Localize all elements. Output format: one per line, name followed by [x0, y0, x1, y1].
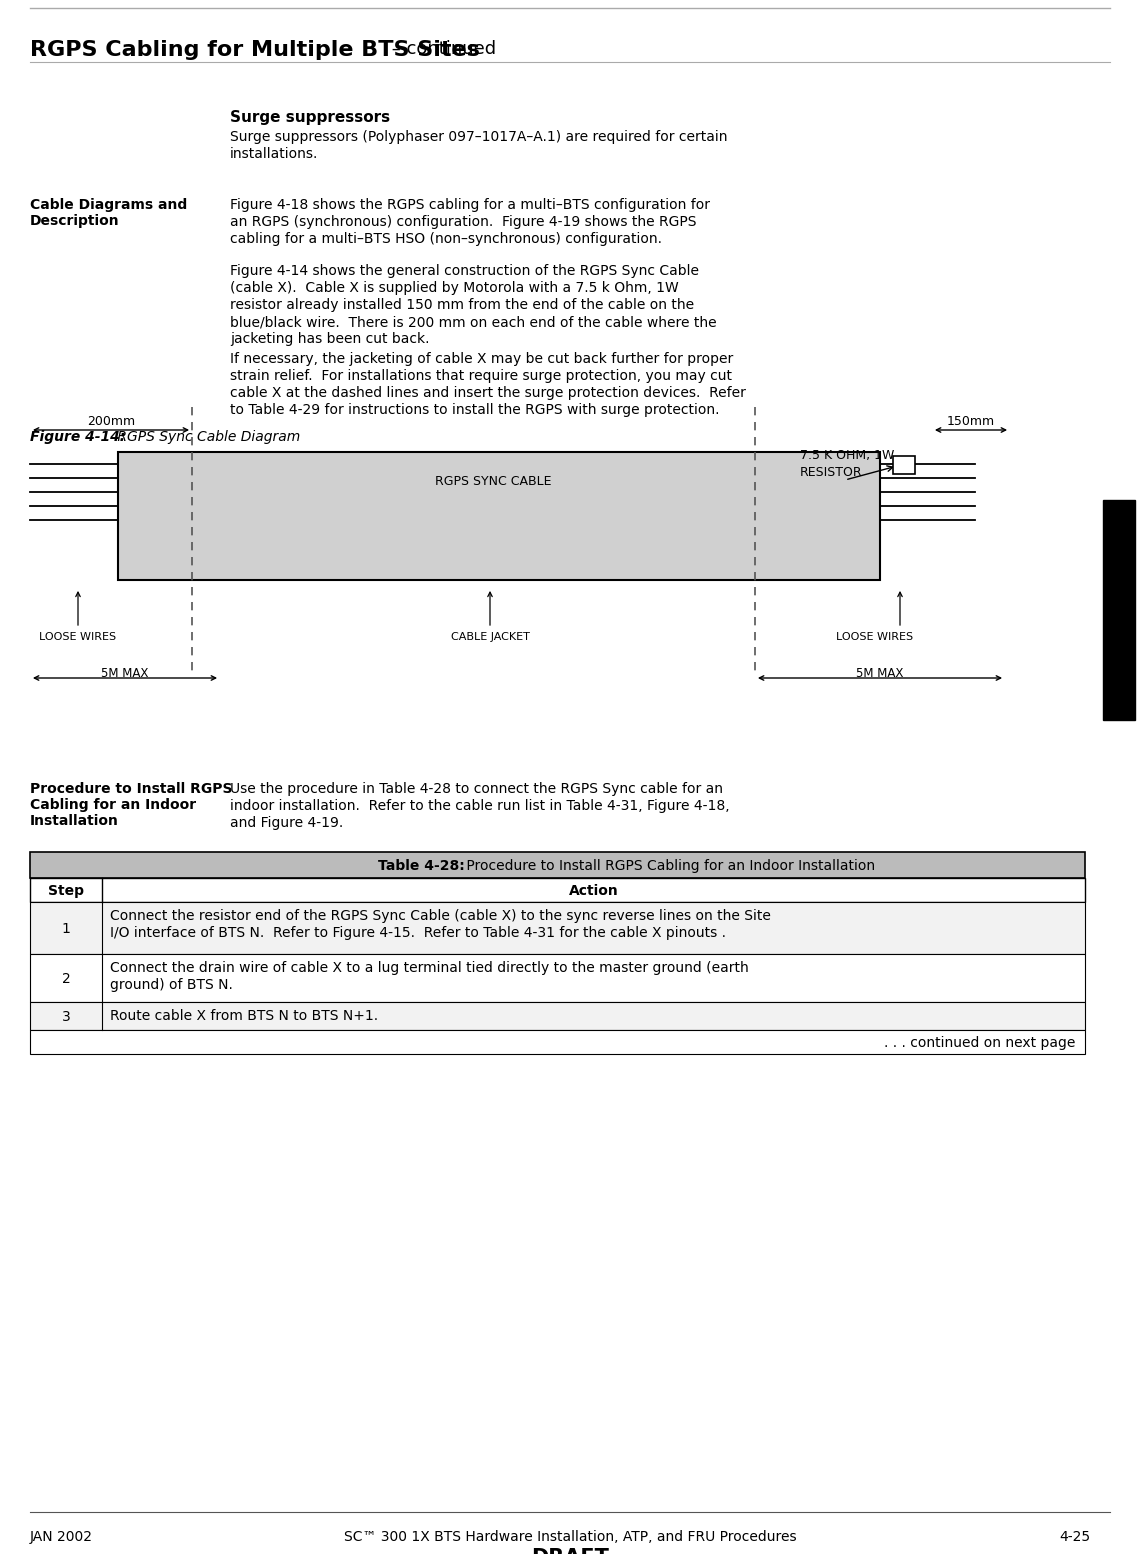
Text: Use the procedure in Table 4-28 to connect the RGPS Sync cable for an: Use the procedure in Table 4-28 to conne…	[230, 782, 723, 796]
Text: Figure 4-14:: Figure 4-14:	[30, 430, 125, 444]
Bar	[119, 452, 880, 580]
Text: RGPS SYNC CABLE: RGPS SYNC CABLE	[435, 476, 552, 488]
Text: If necessary, the jacketing of cable X may be cut back further for proper: If necessary, the jacketing of cable X m…	[230, 353, 733, 367]
Text: Table 4-28:: Table 4-28:	[377, 859, 464, 873]
Bar	[30, 878, 1085, 901]
Text: cabling for a multi–BTS HSO (non–synchronous) configuration.: cabling for a multi–BTS HSO (non–synchro…	[230, 232, 662, 246]
Text: 200mm: 200mm	[87, 415, 135, 427]
Text: cable X at the dashed lines and insert the surge protection devices.  Refer: cable X at the dashed lines and insert t…	[230, 385, 746, 399]
Text: Action: Action	[569, 884, 618, 898]
Text: 3: 3	[62, 1010, 71, 1024]
Text: Step: Step	[48, 884, 84, 898]
Text: Procedure to Install RGPS Cabling for an Indoor Installation: Procedure to Install RGPS Cabling for an…	[463, 859, 876, 873]
Text: SC™ 300 1X BTS Hardware Installation, ATP, and FRU Procedures: SC™ 300 1X BTS Hardware Installation, AT…	[343, 1531, 797, 1545]
Text: an RGPS (synchronous) configuration.  Figure 4-19 shows the RGPS: an RGPS (synchronous) configuration. Fig…	[230, 214, 697, 228]
Text: installations.: installations.	[230, 148, 318, 162]
Text: 7.5 K OHM, 1W: 7.5 K OHM, 1W	[800, 449, 895, 462]
Text: indoor installation.  Refer to the cable run list in Table 4-31, Figure 4-18,: indoor installation. Refer to the cable …	[230, 799, 730, 813]
Text: 1: 1	[62, 922, 71, 936]
Text: Route cable X from BTS N to BTS N+1.: Route cable X from BTS N to BTS N+1.	[109, 1009, 378, 1023]
Bar	[1104, 500, 1135, 720]
Bar	[30, 901, 1085, 954]
Text: Figure 4-14 shows the general construction of the RGPS Sync Cable: Figure 4-14 shows the general constructi…	[230, 264, 699, 278]
Bar	[893, 455, 915, 474]
Text: – continued: – continued	[386, 40, 496, 57]
Text: Cable Diagrams and: Cable Diagrams and	[30, 197, 187, 211]
Text: blue/black wire.  There is 200 mm on each end of the cable where the: blue/black wire. There is 200 mm on each…	[230, 315, 717, 329]
Text: 5M MAX: 5M MAX	[856, 667, 904, 681]
Text: 150mm: 150mm	[947, 415, 995, 427]
Text: resistor already installed 150 mm from the end of the cable on the: resistor already installed 150 mm from t…	[230, 298, 694, 312]
Text: ground) of BTS N.: ground) of BTS N.	[109, 977, 233, 991]
Text: JAN 2002: JAN 2002	[30, 1531, 93, 1545]
Text: strain relief.  For installations that require surge protection, you may cut: strain relief. For installations that re…	[230, 368, 732, 382]
Text: (cable X).  Cable X is supplied by Motorola with a 7.5 k Ohm, 1W: (cable X). Cable X is supplied by Motoro…	[230, 281, 678, 295]
Bar	[30, 852, 1085, 878]
Text: I/O interface of BTS N.  Refer to Figure 4-15.  Refer to Table 4-31 for the cabl: I/O interface of BTS N. Refer to Figure …	[109, 926, 726, 940]
Text: RGPS Sync Cable Diagram: RGPS Sync Cable Diagram	[113, 430, 300, 444]
Text: 2: 2	[62, 971, 71, 985]
Text: Figure 4-18 shows the RGPS cabling for a multi–BTS configuration for: Figure 4-18 shows the RGPS cabling for a…	[230, 197, 710, 211]
Text: jacketing has been cut back.: jacketing has been cut back.	[230, 333, 430, 347]
Text: Surge suppressors (Polyphaser 097–1017A–A.1) are required for certain: Surge suppressors (Polyphaser 097–1017A–…	[230, 131, 727, 145]
Text: . . . continued on next page: . . . continued on next page	[884, 1037, 1075, 1051]
Bar	[30, 1030, 1085, 1054]
Text: Procedure to Install RGPS: Procedure to Install RGPS	[30, 782, 233, 796]
Text: CABLE JACKET: CABLE JACKET	[450, 632, 529, 642]
Text: 5M MAX: 5M MAX	[101, 667, 148, 681]
Text: Installation: Installation	[30, 814, 119, 828]
Bar	[30, 1002, 1085, 1030]
Text: RESISTOR: RESISTOR	[800, 466, 863, 479]
Text: to Table 4-29 for instructions to install the RGPS with surge protection.: to Table 4-29 for instructions to instal…	[230, 402, 719, 416]
Text: LOOSE WIRES: LOOSE WIRES	[40, 632, 116, 642]
Text: Description: Description	[30, 214, 120, 228]
Text: and Figure 4-19.: and Figure 4-19.	[230, 816, 343, 830]
Text: DRAFT: DRAFT	[531, 1548, 609, 1554]
Text: LOOSE WIRES: LOOSE WIRES	[837, 632, 913, 642]
Text: Connect the drain wire of cable X to a lug terminal tied directly to the master : Connect the drain wire of cable X to a l…	[109, 960, 749, 974]
Text: RGPS Cabling for Multiple BTS Sites: RGPS Cabling for Multiple BTS Sites	[30, 40, 480, 61]
Bar	[30, 954, 1085, 1002]
Text: Connect the resistor end of the RGPS Sync Cable (cable X) to the sync reverse li: Connect the resistor end of the RGPS Syn…	[109, 909, 771, 923]
Text: Cabling for an Indoor: Cabling for an Indoor	[30, 799, 196, 813]
Text: 4: 4	[1113, 653, 1126, 671]
Text: 4-25: 4-25	[1059, 1531, 1090, 1545]
Text: Surge suppressors: Surge suppressors	[230, 110, 390, 124]
